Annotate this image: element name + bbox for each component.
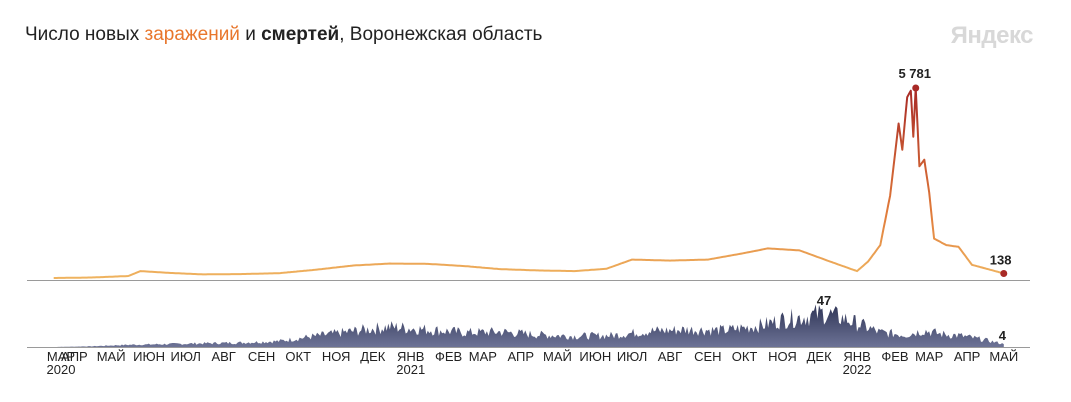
title-deaths: смертей (261, 24, 340, 45)
month-label: ЯНВ (843, 349, 870, 364)
month-label: МАЙ (543, 349, 572, 364)
month-label: АПР (954, 349, 981, 364)
month-label: ФЕВ (435, 349, 462, 364)
cases-series: 5 781 138 (53, 66, 1012, 279)
cases-line (53, 87, 1005, 279)
month-label: МАЙ (97, 349, 126, 364)
month-label: ИЮЛ (171, 349, 201, 364)
month-label: МАЙ (989, 349, 1018, 364)
month-label: ОКТ (732, 349, 758, 364)
month-label: ИЮЛ (617, 349, 647, 364)
title-part3: , Воронежская область (339, 24, 543, 45)
year-label: 2020 (47, 362, 76, 377)
title-part2: и (239, 24, 262, 45)
title-part1: Число новых (25, 24, 145, 45)
month-label: АВГ (658, 349, 682, 364)
cases-peak-label: 5 781 (898, 66, 931, 81)
month-label: СЕН (248, 349, 275, 364)
month-label: ДЕК (360, 349, 385, 364)
month-label: МАР (469, 349, 497, 364)
month-label: ФЕВ (881, 349, 908, 364)
title-infections: заражений (144, 24, 240, 45)
deaths-area (53, 304, 1004, 347)
month-label: ЯНВ (397, 349, 424, 364)
cases-last-dot (1000, 269, 1008, 277)
month-label: ОКТ (285, 349, 311, 364)
deaths-series: 47 4 (53, 293, 1007, 347)
month-label: ИЮН (133, 349, 165, 364)
cases-last-label: 138 (990, 252, 1012, 267)
year-label: 2021 (396, 362, 425, 377)
yandex-logo: Яндекс (950, 22, 1034, 49)
month-label: МАР (915, 349, 943, 364)
deaths-peak-label: 47 (817, 293, 831, 308)
month-label: НОЯ (768, 349, 797, 364)
month-label: ИЮН (579, 349, 611, 364)
month-label: АПР (61, 349, 88, 364)
deaths-last-label: 4 (999, 328, 1007, 343)
month-label: ДЕК (807, 349, 832, 364)
chart-title: Число новых заражений и смертей, Воронеж… (25, 24, 542, 46)
month-label: СЕН (694, 349, 721, 364)
month-label: МАР (47, 349, 75, 364)
month-label: НОЯ (322, 349, 351, 364)
month-label: АПР (508, 349, 535, 364)
year-label: 2022 (843, 362, 872, 377)
month-label: АВГ (211, 349, 235, 364)
cases-peak-dot (912, 84, 920, 92)
